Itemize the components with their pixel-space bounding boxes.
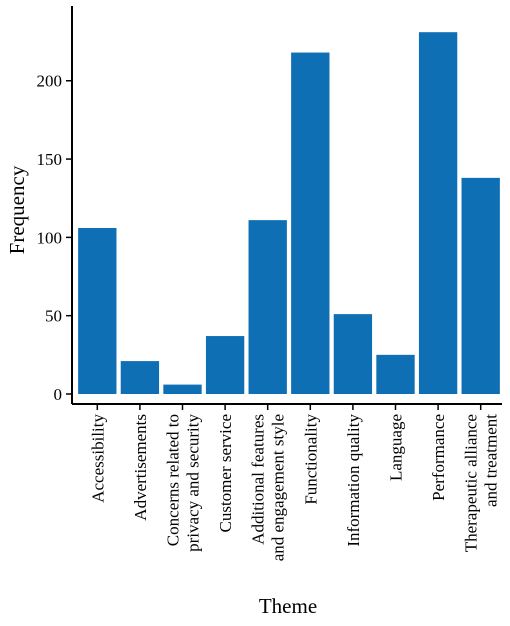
bar-1 (120, 361, 160, 394)
bar-0 (78, 227, 117, 394)
bar-8 (418, 32, 458, 394)
bar-3 (205, 336, 245, 394)
y-ticks-group: 0 50 100 150 200 (37, 72, 72, 404)
y-axis-title: Frequency (5, 165, 29, 254)
x-tick-label-1: Advertisements (131, 414, 150, 521)
x-tick-label-4-line1: and engagement style (269, 414, 288, 561)
bar-6 (333, 314, 373, 394)
x-tick-label-2-line0: Concerns related to (164, 414, 183, 546)
y-tick-label-100: 100 (37, 228, 63, 247)
bar-7 (376, 354, 415, 394)
x-tick-label-4-line0: Additional features (249, 414, 268, 545)
y-tick-label-50: 50 (45, 307, 62, 326)
bar-5 (291, 52, 330, 394)
x-tick-label-6: Information quality (344, 414, 363, 547)
y-tick-label-150: 150 (37, 150, 63, 169)
x-tick-label-9-line1: and treatment (482, 414, 501, 507)
x-tick-label-8: Performance (429, 414, 448, 501)
y-tick-label-200: 200 (37, 72, 63, 91)
x-tick-label-0: Accessibility (88, 414, 107, 503)
x-tick-label-9-line0: Therapeutic alliance (462, 414, 481, 552)
y-tick-label-0: 0 (54, 385, 63, 404)
bar-2 (163, 384, 202, 394)
bars-group (78, 32, 500, 394)
bar-9 (461, 177, 500, 394)
bar-4 (248, 220, 287, 394)
x-axis-title: Theme (259, 594, 317, 618)
x-tick-label-5: Functionality (301, 414, 320, 505)
x-tick-label-3: Customer service (216, 414, 235, 533)
x-tick-label-2-line1: privacy and security (184, 414, 203, 552)
x-ticks-group: Accessibility Advertisements Concerns rela… (88, 404, 501, 561)
x-tick-label-7: Language (387, 414, 406, 481)
